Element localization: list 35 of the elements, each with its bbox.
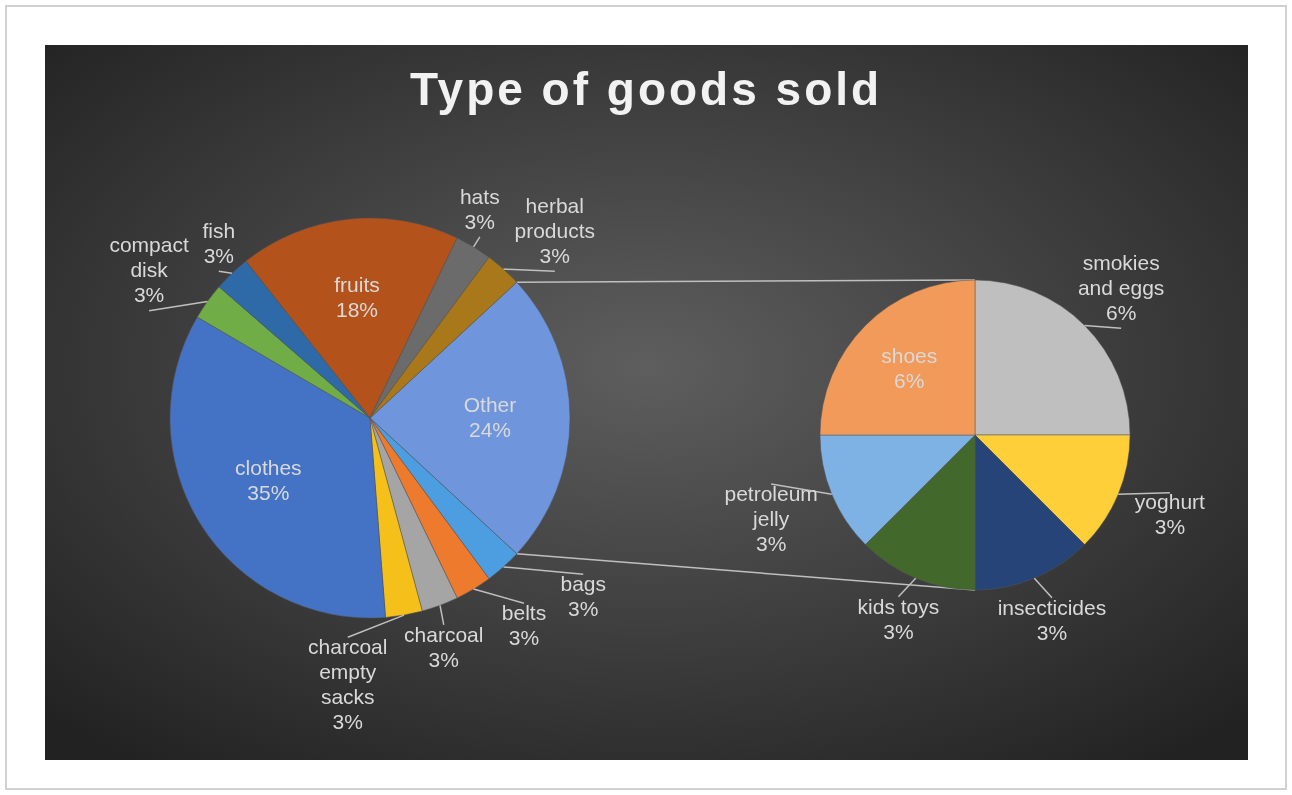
slice-label: yoghurt xyxy=(1134,490,1206,514)
slice-label: compact disk xyxy=(109,233,189,282)
data-label: 3% xyxy=(539,244,570,268)
slice-label: clothes xyxy=(235,456,302,480)
data-label: 3% xyxy=(755,531,787,555)
slice-label: kids toys xyxy=(857,594,940,618)
slice-label: Other xyxy=(463,392,517,416)
chart-title: Type of goods sold xyxy=(409,63,883,115)
data-label: 3% xyxy=(428,647,459,671)
slice-label: hats xyxy=(459,184,500,208)
data-label: 35% xyxy=(247,481,290,505)
slice-label: belts xyxy=(501,600,547,624)
data-label: 18% xyxy=(335,298,378,322)
data-label: 3% xyxy=(883,619,914,643)
slice-label: herbal products xyxy=(514,194,596,243)
slice-label: smokies and eggs xyxy=(1077,251,1165,300)
data-label: 3% xyxy=(332,710,363,734)
slice-label: bags xyxy=(560,571,607,595)
slice-label: petroleum jelly xyxy=(724,481,818,530)
data-label: 3% xyxy=(1154,515,1186,539)
slice-label: shoes xyxy=(881,343,938,367)
data-label: 3% xyxy=(203,244,235,268)
data-label: 3% xyxy=(133,283,165,307)
data-label: 3% xyxy=(464,209,495,233)
data-label: 3% xyxy=(508,625,540,649)
slice-label: insecticides xyxy=(997,595,1107,619)
slice-label: fruits xyxy=(334,273,380,297)
slice-label: charcoal xyxy=(404,622,484,646)
data-label: 3% xyxy=(568,596,599,620)
slice-label: charcoal empty sacks xyxy=(308,635,388,709)
slice-label: fish xyxy=(202,219,236,243)
data-label: 6% xyxy=(894,368,925,392)
data-label: 24% xyxy=(468,417,512,441)
data-label: 3% xyxy=(1036,620,1068,644)
data-label: 6% xyxy=(1105,301,1137,325)
